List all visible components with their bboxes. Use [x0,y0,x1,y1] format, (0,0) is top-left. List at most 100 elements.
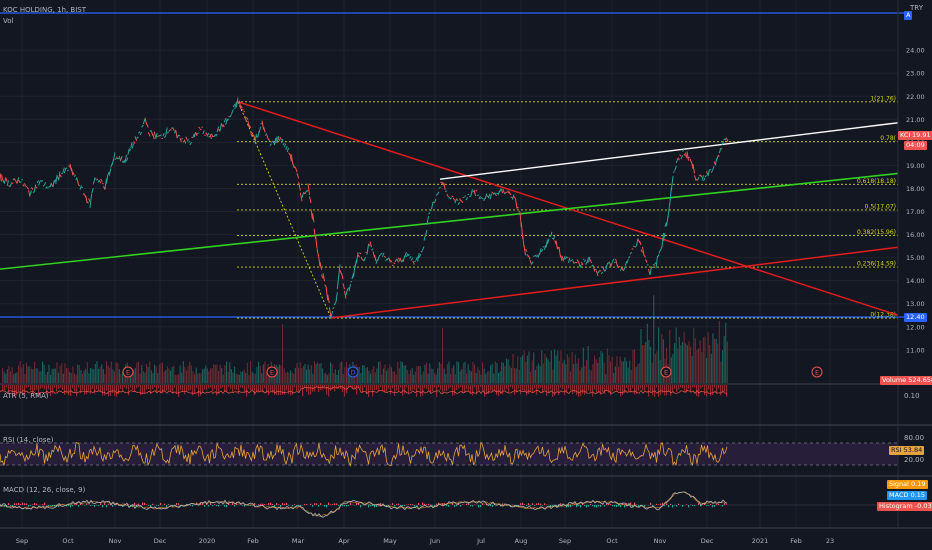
atr-bar [560,385,562,388]
volume-bar [213,364,215,383]
price-segment [706,170,709,176]
rsi-title[interactable]: RSI (14, close) [3,436,54,444]
macd-histogram-bar [576,505,578,508]
price-segment [78,184,81,187]
volume-bar [120,373,122,383]
symbol-title[interactable]: KOC HOLDING, 1h, BIST [3,6,86,14]
atr-bar [604,385,606,394]
price-segment [586,257,590,264]
volume-tag-value: 524.658K [908,376,932,384]
volume-bar [448,361,450,383]
volume-bar [77,364,79,383]
currency-label[interactable]: TRY [910,4,923,12]
price-segment [489,193,493,200]
volume-bar [392,371,394,383]
macd-histogram-bar [562,505,564,507]
macd-histogram-bar [488,505,490,506]
atr-bar [188,385,190,391]
volume-bar [459,371,461,383]
price-segment [114,157,117,161]
atr-bar [318,385,320,393]
volume-bar [222,374,224,383]
volume-bar [554,349,556,383]
atr-bar [612,385,614,392]
price-segment [244,116,247,122]
volume-bar [579,370,581,383]
volume-bar [286,371,288,383]
atr-bar [692,385,694,388]
volume-bar [416,365,418,383]
macd-histogram-bar [694,505,696,507]
macd-histogram-bar [714,505,716,507]
price-segment [432,201,435,204]
volume-bar [414,371,416,383]
atr-bar [176,385,178,394]
price-segment [113,152,116,161]
volume-bar [66,368,68,383]
price-segment [52,180,55,188]
rsi-tick-80: 80.00 [904,434,925,442]
volume-bar [613,373,615,383]
atr-bar [54,385,56,388]
volume-bar [682,342,684,383]
price-segment [348,284,351,292]
atr-bar [310,385,312,395]
atr-bar [150,385,152,395]
macd-histogram-bar [712,505,714,508]
atr-bar [58,385,60,389]
price-segment [286,147,290,153]
price-segment [178,134,181,137]
fibonacci-retracement[interactable]: 1(21.76)0.78(0.618(18.18)0.5(17.07)0.382… [237,95,898,319]
volume-tag-label: Volume [882,376,907,384]
price-segment [448,196,451,199]
macd-histogram-bar [212,505,214,507]
macd-histogram-bar [664,505,666,506]
atr-bar [634,385,636,395]
atr-bar [646,385,648,388]
macd-histogram-bar [528,503,530,505]
price-segment [589,259,593,264]
macd-histogram-bar [30,505,32,506]
price-segment [414,260,417,263]
atr-bar [52,385,54,394]
volume-label[interactable]: Vol [3,17,14,25]
price-segment [623,266,626,271]
volume-bar [117,363,119,383]
macd-histogram-bar [598,505,600,507]
trendlines[interactable] [0,12,905,319]
event-label: E [664,369,668,377]
price-segment [26,186,29,190]
macd-histogram-bar [594,505,596,508]
volume-bar [696,349,698,383]
volume-bar [160,362,162,383]
volume-bar [163,371,165,383]
volume-bar [277,367,279,383]
volume-bar [546,357,548,383]
atr-bar [162,385,164,394]
volume-bar [101,364,103,383]
price-segment [497,190,501,196]
price-segment [163,135,167,139]
price-segment [213,134,217,137]
atr-bar [494,385,496,391]
volume-bar [179,365,181,383]
macd-histogram-bar [256,505,258,506]
macd-histogram-bar [524,504,526,505]
volume-bar [382,368,384,383]
alert-badge[interactable]: A [904,11,913,20]
atr-bar [622,385,624,395]
macd-histogram-bar [536,503,538,505]
volume-bar [142,371,144,383]
volume-bar [205,365,207,383]
atr-title[interactable]: ATR (5, RMA) [3,392,49,400]
price-segment [38,181,41,186]
volume-bar [72,366,74,383]
macd-histogram-bar [320,503,322,505]
volume-bar [715,338,717,383]
macd-title[interactable]: MACD (12, 26, close, 9) [3,486,86,494]
atr-bar [550,385,552,390]
atr-bar [366,385,368,394]
macd-histogram-bar [242,505,244,506]
